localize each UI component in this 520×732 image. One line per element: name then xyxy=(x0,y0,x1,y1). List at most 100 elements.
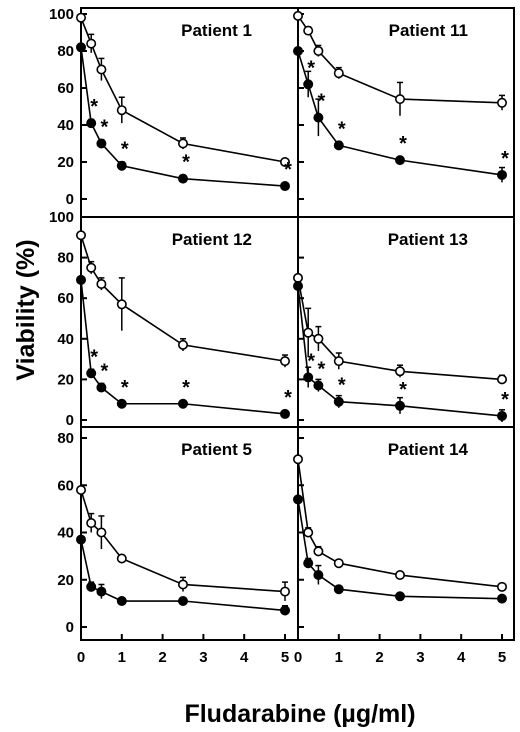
y-tick-label: 20 xyxy=(57,572,74,589)
x-tick-label: 5 xyxy=(281,649,289,666)
data-point-open xyxy=(76,230,87,241)
data-point-filled xyxy=(116,596,127,607)
data-point-filled xyxy=(292,494,303,505)
y-tick-label: 80 xyxy=(57,43,74,60)
series-line-open xyxy=(297,277,503,381)
data-point-open xyxy=(86,38,97,49)
data-point-filled xyxy=(292,45,303,56)
data-point-filled xyxy=(178,173,189,184)
data-point-open xyxy=(394,570,405,581)
data-point-open xyxy=(292,10,303,21)
panel-patient-14: Patient 14 0 1 2 3 4 5 xyxy=(292,437,507,666)
data-point-open xyxy=(496,97,507,108)
data-point-filled xyxy=(279,408,290,419)
data-point-open xyxy=(76,12,87,23)
x-tick-label: 0 xyxy=(77,649,85,666)
significance-star: * xyxy=(399,379,407,401)
data-point-filled xyxy=(96,138,107,149)
data-point-filled xyxy=(116,160,127,171)
x-tick-label: 3 xyxy=(199,649,207,666)
data-point-open xyxy=(279,586,290,597)
significance-star: * xyxy=(182,152,190,174)
data-point-filled xyxy=(178,596,189,607)
data-point-filled xyxy=(86,581,97,592)
panel-title: Patient 14 xyxy=(388,440,469,459)
data-point-open xyxy=(178,339,189,350)
panel-title: Patient 12 xyxy=(172,230,252,249)
data-point-filled xyxy=(333,140,344,151)
data-point-open xyxy=(116,299,127,310)
data-point-open xyxy=(116,553,127,564)
significance-star: * xyxy=(399,133,407,155)
data-point-open xyxy=(303,527,314,538)
panel-title: Patient 5 xyxy=(181,440,252,459)
panel-title: Patient 13 xyxy=(388,230,468,249)
significance-star: * xyxy=(284,387,292,409)
significance-star: * xyxy=(101,361,109,383)
y-tick-label: 60 xyxy=(57,290,74,307)
data-point-filled xyxy=(496,593,507,604)
data-point-filled xyxy=(279,605,290,616)
significance-star: * xyxy=(307,57,315,79)
data-point-filled xyxy=(96,586,107,597)
x-tick-label: 2 xyxy=(375,649,383,666)
y-tick-label: 20 xyxy=(57,154,74,171)
x-tick-label: 1 xyxy=(118,649,126,666)
data-point-open xyxy=(96,527,107,538)
data-point-filled xyxy=(279,181,290,192)
y-tick-label: 40 xyxy=(57,117,74,134)
data-point-filled xyxy=(86,368,97,379)
y-axis-title: Viability (%) xyxy=(12,239,40,380)
significance-star: * xyxy=(90,346,98,368)
x-tick-label: 1 xyxy=(335,649,343,666)
y-tick-label: 40 xyxy=(57,331,74,348)
data-point-filled xyxy=(394,591,405,602)
data-point-open xyxy=(303,25,314,36)
data-point-filled xyxy=(313,570,324,581)
data-point-filled xyxy=(333,396,344,407)
series-line-open xyxy=(80,235,286,362)
data-point-open xyxy=(333,558,344,569)
series-line-open xyxy=(80,489,286,593)
significance-star: * xyxy=(318,358,326,380)
x-tick-label: 2 xyxy=(158,649,166,666)
series-line-filled xyxy=(297,499,503,600)
significance-star: * xyxy=(121,139,129,161)
data-point-filled xyxy=(303,558,314,569)
y-tick-label: 60 xyxy=(57,477,74,494)
significance-star: * xyxy=(121,377,129,399)
data-point-filled xyxy=(496,410,507,421)
data-point-filled xyxy=(394,155,405,166)
y-tick-label: 0 xyxy=(66,619,74,636)
data-point-open xyxy=(333,68,344,79)
data-point-filled xyxy=(76,534,87,545)
x-tick-label: 3 xyxy=(416,649,424,666)
significance-star: * xyxy=(338,375,346,397)
significance-star: * xyxy=(90,96,98,118)
data-point-open xyxy=(303,327,314,338)
data-point-open xyxy=(313,333,324,344)
significance-star: * xyxy=(101,117,109,139)
data-point-filled xyxy=(292,281,303,292)
data-point-filled xyxy=(303,79,314,90)
data-point-filled xyxy=(178,398,189,409)
y-tick-label: 80 xyxy=(57,430,74,447)
y-tick-label: 0 xyxy=(66,191,74,208)
data-point-open xyxy=(76,484,87,495)
data-point-filled xyxy=(86,118,97,129)
series-line-open xyxy=(297,459,503,588)
series-line-filled xyxy=(80,47,286,187)
x-tick-label: 4 xyxy=(240,649,249,666)
data-point-open xyxy=(279,157,290,168)
panel-title: Patient 1 xyxy=(181,21,252,40)
y-tick-label: 100 xyxy=(49,209,74,226)
data-point-open xyxy=(292,272,303,283)
x-tick-label: 4 xyxy=(457,649,466,666)
significance-star: * xyxy=(501,148,509,170)
data-point-open xyxy=(96,278,107,289)
data-point-open xyxy=(86,518,97,529)
significance-star: * xyxy=(501,389,509,411)
